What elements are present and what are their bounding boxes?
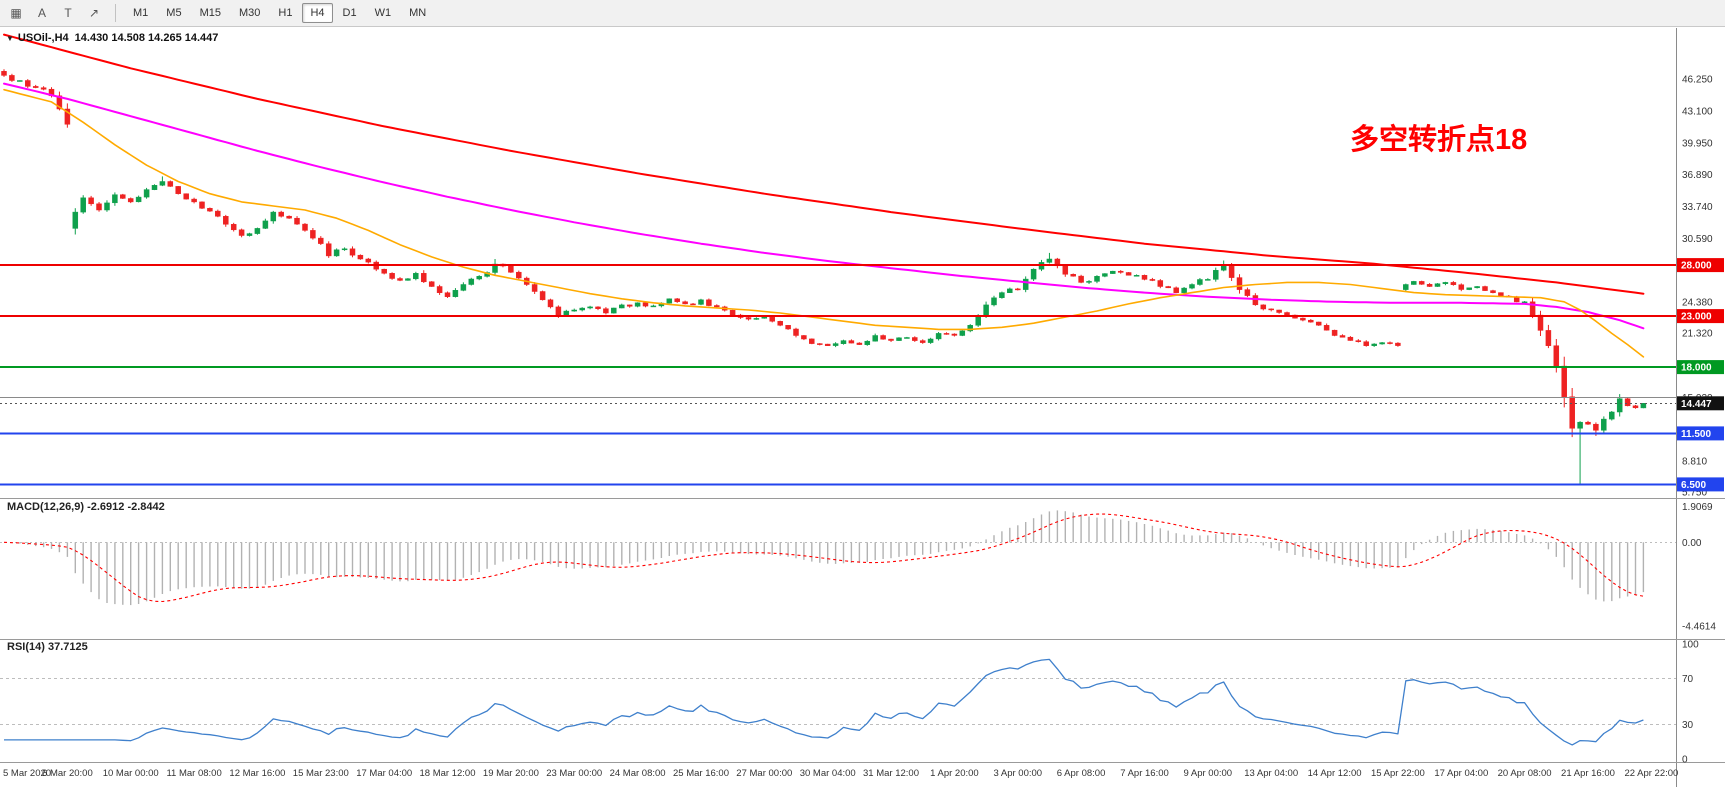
- price-axis-label: 5.750: [1682, 488, 1707, 499]
- price-axis-label: 43.100: [1682, 107, 1713, 118]
- rsi-axis-label: 0: [1682, 755, 1688, 766]
- time-axis-label: 18 Mar 12:00: [420, 768, 476, 779]
- macd-axis-label: 1.9069: [1682, 502, 1713, 513]
- time-axis-label: 17 Apr 04:00: [1434, 768, 1488, 779]
- price-axis-label: 46.250: [1682, 75, 1713, 86]
- symbol-timeframe-label: USOil-,H4: [17, 32, 69, 44]
- text-box-icon[interactable]: T: [64, 6, 72, 20]
- price-badge-14.447: 14.447: [1681, 399, 1712, 410]
- time-axis-label: 15 Mar 23:00: [293, 768, 349, 779]
- macd-signal-line: [3, 513, 1644, 603]
- timeframe-d1-button[interactable]: D1: [335, 3, 365, 23]
- ohlc-readout: 14.430 14.508 14.265 14.447: [74, 32, 219, 44]
- time-axis-label: 27 Mar 00:00: [736, 768, 792, 779]
- time-axis-label: 10 Mar 00:00: [103, 768, 159, 779]
- text-label-icon[interactable]: A: [37, 6, 46, 20]
- time-axis-label: 30 Mar 04:00: [800, 768, 856, 779]
- toolbar-icons: ▦ A T ↗: [4, 2, 106, 24]
- macd-axis-label: -4.4614: [1682, 621, 1716, 632]
- time-axis-label: 22 Apr 22:00: [1624, 768, 1678, 779]
- time-axis-label: 6 Mar 20:00: [42, 768, 93, 779]
- ma-lines: [3, 33, 1645, 358]
- price-axis-label: 30.590: [1682, 234, 1713, 245]
- toolbar-separator: [115, 4, 116, 22]
- chart-area: 46.25043.10039.95036.89033.74030.59027.9…: [0, 28, 1725, 787]
- rsi-axis-label: 70: [1682, 674, 1694, 685]
- crosshair-pointer-icon[interactable]: ↗: [88, 6, 100, 20]
- chart-title: ▼ USOil-,H4 14.430 14.508 14.265 14.447: [6, 32, 218, 44]
- time-axis-label: 12 Mar 16:00: [229, 768, 285, 779]
- timeframe-h1-button[interactable]: H1: [270, 3, 300, 23]
- toolbar: ▦ A T ↗ M1 M5 M15 M30 H1 H4 D1 W1 MN: [0, 0, 1725, 27]
- timeframe-m15-button[interactable]: M15: [192, 3, 229, 23]
- ma-mid-magenta: [3, 82, 1645, 330]
- time-axis-label: 23 Mar 00:00: [546, 768, 602, 779]
- time-axis-label: 31 Mar 12:00: [863, 768, 919, 779]
- price-axis-label: 24.380: [1682, 298, 1713, 309]
- price-axis-badges: 28.000 23.000 18.000 11.500 6.500 14.447: [1677, 258, 1724, 492]
- macd-indicator-label: MACD(12,26,9) -2.6912 -2.8442: [7, 501, 165, 513]
- timeframe-buttons: M1 M5 M15 M30 H1 H4 D1 W1 MN: [125, 3, 434, 23]
- annotation-text: 多空转折点18: [1350, 124, 1528, 156]
- price-axis-label: 8.810: [1682, 456, 1707, 467]
- time-axis-label: 13 Apr 04:00: [1244, 768, 1298, 779]
- price-axis-label: 39.950: [1682, 139, 1713, 150]
- price-badge-28.000: 28.000: [1681, 261, 1712, 272]
- time-axis-label: 5 Mar 2020: [3, 768, 51, 779]
- price-badge-11.500: 11.500: [1681, 429, 1711, 440]
- rsi-line: [4, 658, 1644, 746]
- timeframe-m30-button[interactable]: M30: [231, 3, 268, 23]
- horizontal-level-lines: [0, 264, 1676, 486]
- pattern-grid-icon[interactable]: ▦: [10, 6, 22, 20]
- time-axis-label: 19 Mar 20:00: [483, 768, 539, 779]
- time-axis-label: 1 Apr 20:00: [930, 768, 979, 779]
- time-axis-label: 3 Apr 00:00: [993, 768, 1042, 779]
- rsi-indicator-label: RSI(14) 37.7125: [7, 641, 88, 653]
- time-axis-label: 20 Apr 08:00: [1498, 768, 1552, 779]
- macd-axis-label: 0.00: [1682, 538, 1702, 549]
- rsi-axis-label: 30: [1682, 720, 1694, 731]
- timeframe-m1-button[interactable]: M1: [125, 3, 156, 23]
- ma-slow-red: [3, 33, 1645, 295]
- time-axis-label: 7 Apr 16:00: [1120, 768, 1169, 779]
- time-axis-label: 9 Apr 00:00: [1183, 768, 1232, 779]
- rsi-pane: [0, 658, 1676, 746]
- price-badge-6.500: 6.500: [1681, 480, 1706, 491]
- time-axis-label: 24 Mar 08:00: [610, 768, 666, 779]
- timeframe-mn-button[interactable]: MN: [401, 3, 434, 23]
- time-axis-label: 6 Apr 08:00: [1057, 768, 1106, 779]
- macd-pane: [0, 510, 1676, 606]
- time-axis-label: 14 Apr 12:00: [1308, 768, 1362, 779]
- timeframe-m5-button[interactable]: M5: [158, 3, 189, 23]
- time-axis-label: 25 Mar 16:00: [673, 768, 729, 779]
- time-axis-label: 21 Apr 16:00: [1561, 768, 1615, 779]
- time-axis-label: 17 Mar 04:00: [356, 768, 412, 779]
- time-axis-label: 11 Mar 08:00: [166, 768, 221, 779]
- price-axis-label: 33.740: [1682, 202, 1713, 213]
- time-axis-label: 15 Apr 22:00: [1371, 768, 1425, 779]
- price-axis-label: 36.890: [1682, 170, 1713, 181]
- timeframe-w1-button[interactable]: W1: [367, 3, 400, 23]
- chart-canvas[interactable]: 46.25043.10039.95036.89033.74030.59027.9…: [0, 28, 1725, 787]
- price-axis-label: 21.320: [1682, 329, 1713, 340]
- ma-fast-orange: [3, 88, 1645, 358]
- collapse-triangle-icon[interactable]: ▼: [6, 34, 14, 43]
- rsi-axis-label: 100: [1682, 640, 1699, 651]
- timeframe-h4-button[interactable]: H4: [302, 3, 333, 23]
- price-badge-18.000: 18.000: [1681, 363, 1712, 374]
- price-badge-23.000: 23.000: [1681, 312, 1712, 323]
